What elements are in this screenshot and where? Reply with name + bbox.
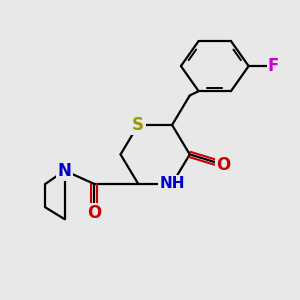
- Text: F: F: [268, 57, 279, 75]
- Text: O: O: [87, 204, 101, 222]
- Text: N: N: [58, 162, 71, 180]
- Text: O: O: [217, 156, 231, 174]
- Text: NH: NH: [159, 176, 185, 191]
- Text: S: S: [132, 116, 144, 134]
